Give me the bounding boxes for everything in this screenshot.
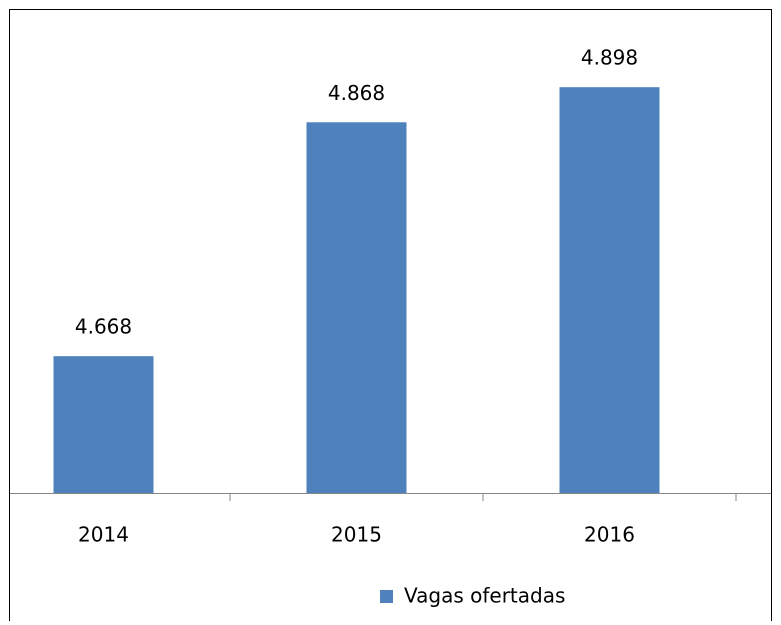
legend-label: Vagas ofertadas xyxy=(404,584,565,608)
data-label: 4.868 xyxy=(328,81,385,105)
data-label: 4.668 xyxy=(75,315,132,339)
x-tick-label: 2014 xyxy=(78,523,129,547)
legend-swatch xyxy=(380,590,393,603)
x-tick-label: 2016 xyxy=(584,523,635,547)
bar xyxy=(306,122,407,494)
bar xyxy=(559,87,660,494)
bar xyxy=(53,356,154,493)
data-label: 4.898 xyxy=(581,46,638,70)
x-tick-label: 2015 xyxy=(331,523,382,547)
